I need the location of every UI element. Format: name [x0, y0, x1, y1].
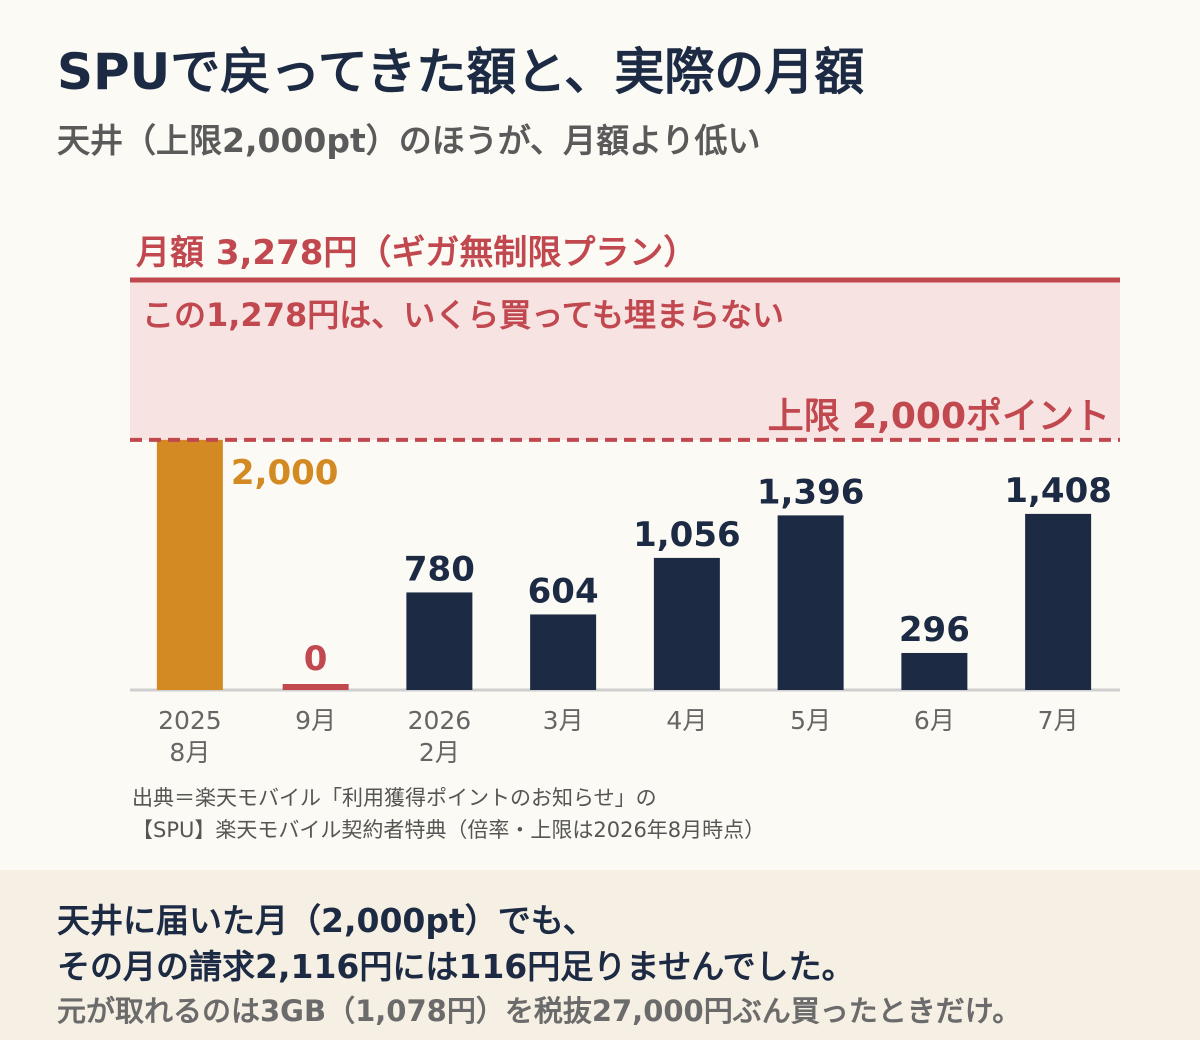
x-tick-label-1-0: 9月	[295, 706, 336, 735]
bar-7	[1025, 513, 1092, 690]
point-cap-label: 上限 2,000ポイント	[768, 395, 1110, 437]
bar-value-label-7: 1,408	[1004, 471, 1112, 511]
unfilled-gap-band	[130, 280, 1120, 440]
gap-band-label: この1,278円は、いくら買っても埋まらない	[142, 296, 784, 334]
footer-line-3: 元が取れるのは3GB（1,078円）を税抜27,000円ぶん買ったときだけ。	[57, 994, 1022, 1028]
bar-3	[530, 614, 597, 690]
x-tick-label-2-0: 2026	[408, 706, 472, 735]
bar-5	[777, 515, 844, 690]
footer-line-2: その月の請求2,116円には116円足りませんでした。	[57, 947, 855, 986]
x-tick-label-0-0: 2025	[158, 706, 222, 735]
x-tick-label-0-1: 8月	[169, 738, 210, 767]
source-line-2: 【SPU】楽天モバイル契約者特典（倍率・上限は2026年8月時点）	[132, 818, 766, 842]
x-tick-label-3-0: 3月	[543, 706, 584, 735]
bar-value-label-4: 1,056	[633, 515, 741, 555]
bar-value-label-0: 2,000	[231, 453, 339, 493]
x-tick-label-2-1: 2月	[419, 738, 460, 767]
bar-value-label-5: 1,396	[757, 472, 865, 512]
footer-panel: 天井に届いた月（2,000pt）でも、 その月の請求2,116円には116円足り…	[0, 870, 1200, 1040]
bar-value-label-6: 296	[899, 610, 970, 650]
x-tick-label-6-0: 6月	[914, 706, 955, 735]
source-note: 出典＝楽天モバイル「利用獲得ポイントのお知らせ」の 【SPU】楽天モバイル契約者…	[132, 782, 765, 846]
bar-value-label-3: 604	[528, 571, 599, 611]
chart-title: SPUで戻ってきた額と、実際の月額	[57, 43, 865, 101]
bar-value-label-1: 0	[304, 639, 328, 679]
x-tick-label-5-0: 5月	[790, 706, 831, 735]
x-tick-label-7-0: 7月	[1038, 706, 1079, 735]
source-line-1: 出典＝楽天モバイル「利用獲得ポイントのお知らせ」の	[132, 786, 657, 810]
bar-4	[653, 557, 720, 690]
chart-subtitle: 天井（上限2,000pt）のほうが、月額より低い	[57, 121, 761, 160]
bar-0	[156, 439, 223, 690]
bar-value-label-2: 780	[404, 549, 475, 589]
bar-6	[901, 652, 968, 690]
footer-line-1: 天井に届いた月（2,000pt）でも、	[57, 901, 596, 940]
x-tick-label-4-0: 4月	[666, 706, 707, 735]
bar-2	[406, 592, 473, 690]
bar-1	[282, 684, 349, 690]
bar-chart: 2,000 2025 8月 0 9月 780 2026 2月 604 3月 1,056 4月 1,396…	[130, 233, 1120, 767]
monthly-fee-label: 月額 3,278円（ギガ無制限プラン）	[136, 233, 697, 273]
